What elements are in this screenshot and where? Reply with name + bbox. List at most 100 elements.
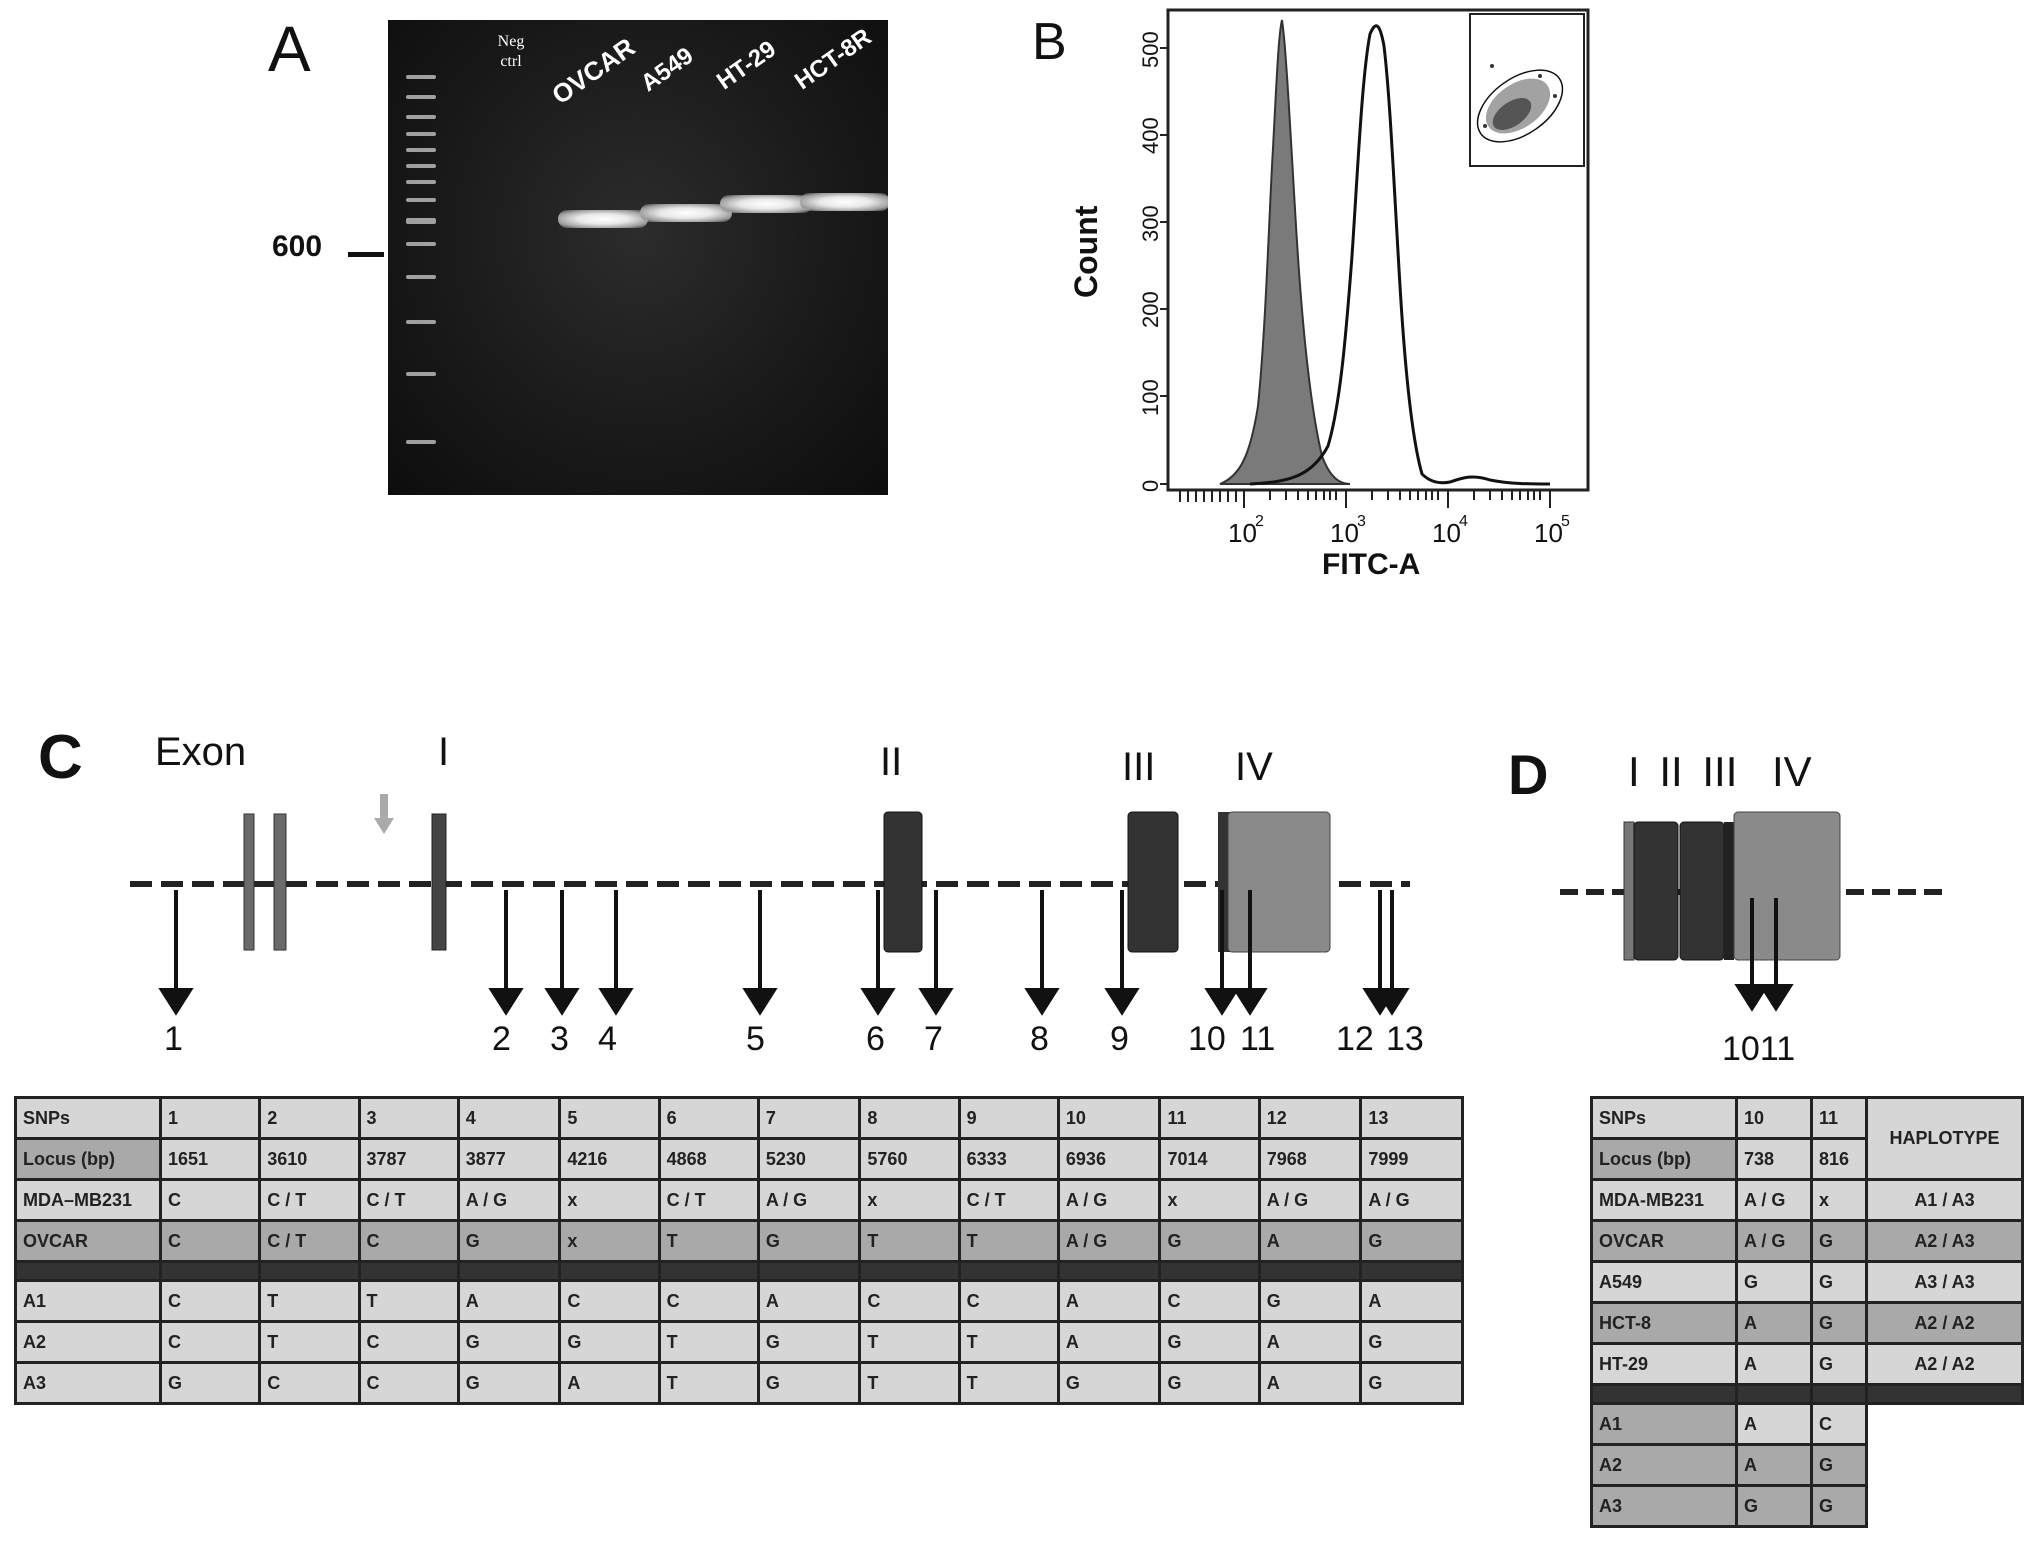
table-cell: A: [558, 1361, 661, 1405]
marker-600-label: 600: [272, 230, 323, 263]
table-cell: A: [1056, 1279, 1162, 1323]
table-row: A3 G G: [1590, 1484, 2023, 1528]
table-row: HT-29 A G A2 / A2: [1590, 1342, 2024, 1386]
table-cell: 5: [558, 1096, 661, 1140]
table-cell: T: [258, 1279, 361, 1323]
y-tick-200: 200: [1138, 291, 1163, 328]
table-cell: A: [1359, 1279, 1464, 1323]
table-row: SNPs 10 11 HAPLOTYPE: [1590, 1096, 2024, 1181]
band-a549: [640, 204, 732, 222]
exon-i-label-d: I: [1628, 748, 1640, 795]
y-tick-100: 100: [1138, 379, 1163, 416]
table-cell: 10: [1056, 1096, 1162, 1140]
gene-diagram-c: [130, 794, 1410, 1016]
table-row: A1 C T T A C C A C C A C G A: [14, 1279, 1464, 1323]
table-cell: x: [1158, 1178, 1261, 1222]
row-header: HT-29: [1590, 1342, 1738, 1386]
table-row: A2 C T C G G T G T T A G A G: [14, 1320, 1464, 1364]
table-row: OVCAR C C / T C G x T G T T A / G G A G: [14, 1219, 1464, 1263]
table-separator: [14, 1260, 1464, 1282]
table-separator: [1590, 1383, 2024, 1405]
lane-label-neg: Neg ctrl: [497, 33, 525, 70]
x-axis-label: FITC-A: [1322, 548, 1421, 581]
exon-iv-label: IV: [1235, 745, 1273, 789]
table-cell: 7999: [1359, 1137, 1464, 1181]
table-cell: G: [1359, 1320, 1464, 1364]
table-cell: C / T: [657, 1178, 760, 1222]
table-cell: 3787: [357, 1137, 460, 1181]
table-cell: A / G: [1056, 1219, 1162, 1263]
row-header: HCT-8: [1590, 1301, 1738, 1345]
y-tick-500: 500: [1138, 31, 1163, 68]
snp-num-9: 9: [1110, 1020, 1129, 1058]
table-row: MDA–MB231 C C / T C / T A / G x C / T A …: [14, 1178, 1464, 1222]
table-cell: T: [657, 1320, 760, 1364]
table-cell: C: [1158, 1279, 1261, 1323]
table-cell: A / G: [756, 1178, 862, 1222]
table-cell: G: [1810, 1443, 1868, 1487]
table-cell: x: [858, 1178, 961, 1222]
snp-num-6: 6: [866, 1020, 885, 1058]
stained-histogram: [1249, 24, 1551, 486]
table-cell: 7968: [1257, 1137, 1363, 1181]
table-cell: T: [357, 1279, 460, 1323]
snp-num-1: 1: [164, 1020, 183, 1058]
table-row: A1 A C: [1590, 1402, 2023, 1446]
table-cell: G: [1359, 1361, 1464, 1405]
table-cell: 3877: [456, 1137, 562, 1181]
table-cell: A: [1056, 1320, 1162, 1364]
table-cell: G: [1158, 1219, 1261, 1263]
panel-b-letter: B: [1032, 13, 1067, 71]
table-cell: 816: [1810, 1137, 1868, 1181]
table-cell: A2 / A2: [1865, 1342, 2024, 1386]
table-cell: G: [456, 1361, 562, 1405]
snp-numbers-d: 1011: [1722, 1030, 1795, 1069]
panel-d-letter: D: [1508, 743, 1549, 806]
row-header: A1: [1590, 1402, 1738, 1446]
snp-num-10: 10: [1188, 1020, 1226, 1058]
row-header: A549: [1590, 1260, 1738, 1304]
table-cell: G: [1257, 1279, 1363, 1323]
snp-num-3: 3: [550, 1020, 569, 1058]
inset-scatter: [1469, 13, 1585, 167]
x-tick-1e5-exp: 5: [1561, 513, 1570, 530]
row-header: A3: [1590, 1484, 1738, 1528]
row-header: OVCAR: [1590, 1219, 1738, 1263]
table-cell: 10: [1735, 1096, 1813, 1140]
table-row: MDA-MB231 A / G x A1 / A3: [1590, 1178, 2024, 1222]
table-cell: 12: [1257, 1096, 1363, 1140]
table-cell: C: [158, 1279, 262, 1323]
y-tick-300: 300: [1138, 205, 1163, 242]
band-ovcar: [558, 210, 648, 228]
table-cell: 11: [1158, 1096, 1261, 1140]
exon-iv-label-d: IV: [1772, 748, 1812, 795]
table-cell: G: [1056, 1361, 1162, 1405]
table-row: HCT-8 A G A2 / A2: [1590, 1301, 2024, 1345]
table-cell: 8: [858, 1096, 961, 1140]
x-tick-1e4-exp: 4: [1459, 513, 1468, 530]
table-cell: A1 / A3: [1865, 1178, 2024, 1222]
table-row: A3 G C C G A T G T T G G A G: [14, 1361, 1464, 1405]
row-header-locus: Locus (bp): [14, 1137, 162, 1181]
table-cell: A3 / A3: [1865, 1260, 2024, 1304]
table-cell: C: [258, 1361, 361, 1405]
table-cell: C: [357, 1320, 460, 1364]
table-cell: G: [1810, 1342, 1868, 1386]
table-cell: 738: [1735, 1137, 1813, 1181]
row-header: MDA-MB231: [1590, 1178, 1738, 1222]
table-cell: 6: [657, 1096, 760, 1140]
table-cell: 9: [957, 1096, 1060, 1140]
table-cell: C: [657, 1279, 760, 1323]
table-cell: C / T: [258, 1219, 361, 1263]
table-cell: T: [957, 1219, 1060, 1263]
table-cell: C: [957, 1279, 1060, 1323]
table-cell: C: [357, 1219, 460, 1263]
table-cell: G: [1735, 1484, 1813, 1528]
table-cell: C: [1810, 1402, 1868, 1446]
table-cell: 11: [1810, 1096, 1868, 1140]
table-cell: 5760: [858, 1137, 961, 1181]
table-cell: 7014: [1158, 1137, 1261, 1181]
table-cell: G: [1810, 1219, 1868, 1263]
table-cell: C / T: [258, 1178, 361, 1222]
row-header-locus-d: Locus (bp): [1590, 1137, 1738, 1181]
